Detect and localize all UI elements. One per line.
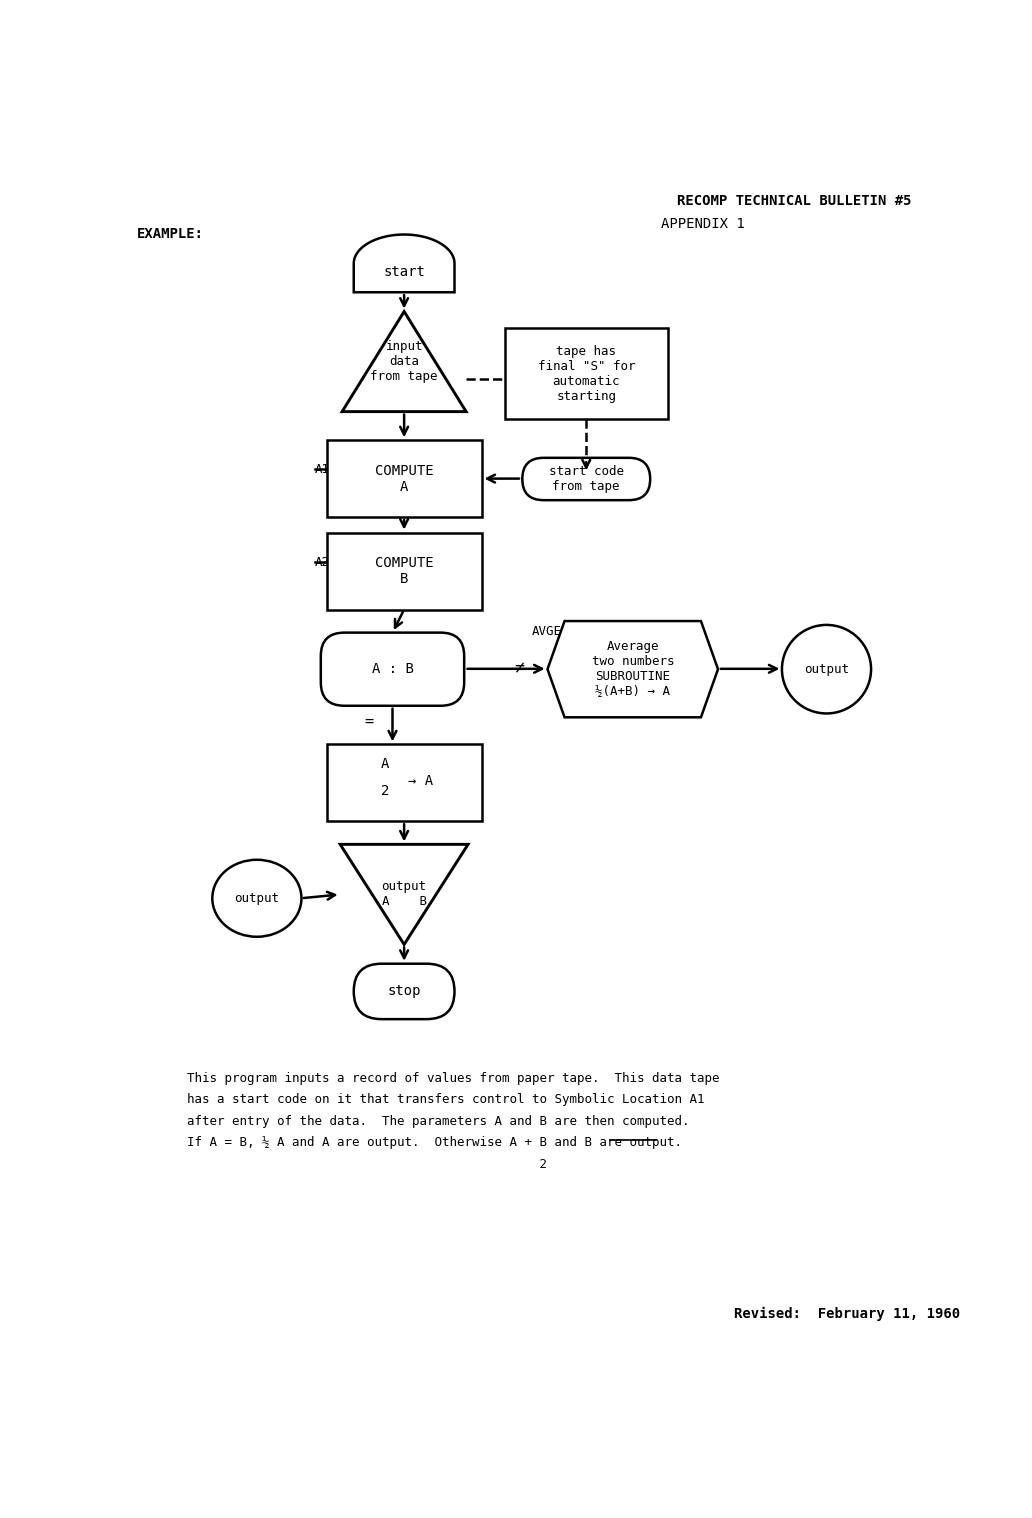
Bar [326, 440, 482, 518]
Text: RECOMP TECHNICAL BULLETIN #5: RECOMP TECHNICAL BULLETIN #5 [677, 194, 911, 208]
Text: A : B: A : B [372, 662, 414, 676]
Text: This program inputs a record of values from paper tape.  This data tape: This program inputs a record of values f… [187, 1072, 719, 1084]
Text: after entry of the data.  The parameters A and B are then computed.: after entry of the data. The parameters … [187, 1114, 689, 1128]
Ellipse shape [782, 625, 871, 713]
Text: input
data
from tape: input data from tape [370, 340, 438, 383]
Polygon shape [354, 235, 454, 293]
Ellipse shape [213, 859, 301, 937]
Text: Average
two numbers
SUBROUTINE
½(A+B) → A: Average two numbers SUBROUTINE ½(A+B) → … [591, 641, 674, 698]
Bar [326, 533, 482, 610]
Text: COMPUTE
B: COMPUTE B [375, 556, 433, 586]
Text: =: = [364, 713, 374, 729]
FancyBboxPatch shape [354, 964, 454, 1019]
Text: has a start code on it that transfers control to Symbolic Location A1: has a start code on it that transfers co… [187, 1093, 705, 1107]
Text: tape has
final "S" for
automatic
starting: tape has final "S" for automatic startin… [538, 345, 635, 402]
Text: 2: 2 [187, 1158, 547, 1170]
Text: A1: A1 [315, 463, 330, 477]
Polygon shape [341, 844, 469, 944]
FancyBboxPatch shape [321, 633, 464, 706]
Text: If A = B, ½ A and A are output.  Otherwise A + B and B are output.: If A = B, ½ A and A are output. Otherwis… [187, 1135, 682, 1149]
Text: A2: A2 [315, 556, 330, 569]
Text: A: A [381, 757, 389, 771]
Text: Revised:  February 11, 1960: Revised: February 11, 1960 [734, 1307, 960, 1321]
Text: output: output [234, 891, 280, 905]
Bar [505, 328, 668, 419]
Text: 2: 2 [381, 785, 389, 798]
Text: COMPUTE
A: COMPUTE A [375, 463, 433, 493]
Text: stop: stop [387, 985, 421, 999]
Text: start code
from tape: start code from tape [549, 465, 623, 493]
Text: → A: → A [408, 774, 433, 788]
FancyBboxPatch shape [522, 458, 650, 499]
Bar [326, 744, 482, 821]
Polygon shape [343, 311, 466, 411]
Text: EXAMPLE:: EXAMPLE: [137, 226, 203, 241]
Polygon shape [548, 621, 718, 718]
Text: start: start [383, 266, 425, 279]
Text: APPENDIX 1: APPENDIX 1 [660, 217, 744, 231]
Text: ≠: ≠ [514, 660, 524, 679]
Text: output: output [804, 663, 849, 676]
Text: AVGE: AVGE [533, 625, 562, 638]
Text: output
A    B: output A B [382, 880, 426, 908]
